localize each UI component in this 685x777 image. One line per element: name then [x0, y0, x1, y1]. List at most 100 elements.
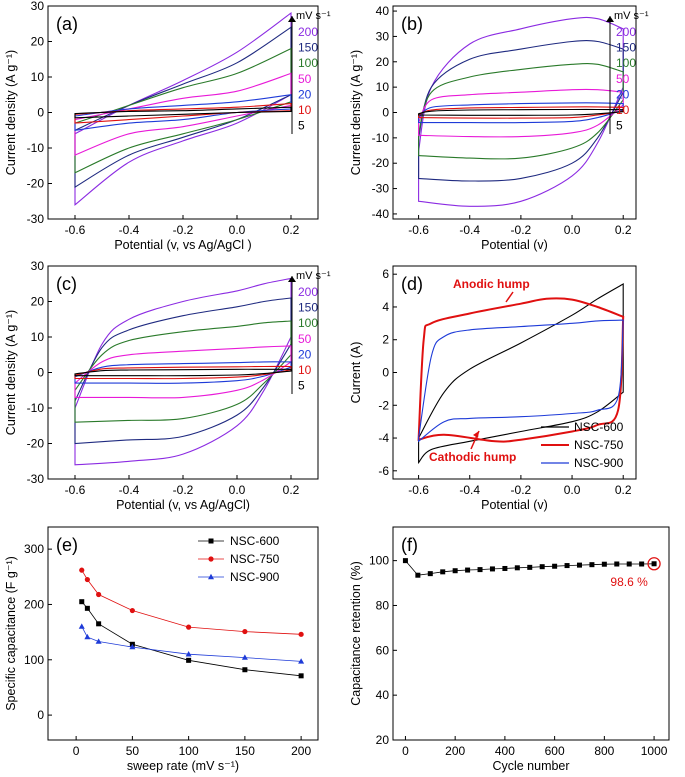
rate-label-10: 10 — [616, 103, 630, 117]
data-point — [242, 667, 248, 673]
x-tick-label: -0.6 — [408, 483, 429, 497]
anodic-hump-label: Anodic hump — [453, 277, 530, 291]
data-point — [440, 569, 446, 575]
rate-label-150: 150 — [298, 41, 318, 55]
y-axis-title: Current density (A g⁻¹) — [4, 50, 18, 175]
data-point — [242, 628, 248, 635]
x-axis-title: Potential (v, vs Ag/AgCl) — [116, 498, 250, 512]
x-tick-label: 100 — [179, 744, 199, 758]
cv-loop-NSC-900 — [418, 319, 624, 443]
rate-label-5: 5 — [298, 379, 305, 393]
rate-unit-label: mV s⁻¹ — [296, 10, 331, 22]
panel-d: -0.6 -0.4 -0.2 0.0 0.2 -6 -4 -2 0 2 4 6 Potential (v… — [349, 265, 637, 512]
cv-loop-150 — [418, 39, 624, 182]
cv-loop-200 — [418, 16, 624, 207]
data-point — [129, 643, 136, 650]
y-tick-label: -20 — [27, 437, 45, 451]
data-point — [96, 591, 102, 598]
cv-loop-20 — [74, 361, 292, 384]
panel-label: (e) — [56, 535, 78, 555]
y-tick-label: 0 — [37, 708, 44, 722]
data-point — [241, 654, 248, 660]
rate-arrow-head — [288, 16, 296, 22]
y-tick-label: 6 — [382, 267, 389, 281]
x-tick-label: 0.2 — [283, 483, 300, 497]
cv-loop-100 — [418, 63, 624, 160]
rate-label-150: 150 — [298, 301, 318, 315]
cv-loop-50 — [418, 88, 624, 138]
legend-label-NSC-900: NSC-900 — [574, 456, 624, 470]
rate-label-100: 100 — [298, 56, 318, 70]
y-tick-label: -40 — [372, 207, 390, 221]
cv-loop-NSC-600 — [418, 283, 624, 464]
plot-area — [74, 277, 292, 466]
rate-label-5: 5 — [298, 119, 305, 133]
legend-marker — [208, 538, 214, 544]
x-tick-label: 200 — [291, 744, 311, 758]
data-point — [552, 563, 558, 569]
data-point — [626, 561, 632, 567]
data-point — [576, 562, 582, 568]
panel-label: (b) — [401, 14, 423, 34]
x-tick-label: -0.4 — [459, 223, 480, 237]
cv-loop-50 — [74, 345, 292, 399]
data-point — [298, 658, 305, 664]
y-tick-label: -10 — [372, 131, 390, 145]
legend-label-NSC-600: NSC-600 — [574, 420, 624, 434]
legend-label-NSC-750: NSC-750 — [574, 438, 624, 452]
data-point — [452, 568, 458, 574]
y-tick-label: 100 — [24, 653, 44, 667]
rate-label-5: 5 — [616, 119, 623, 133]
cv-loop-5 — [74, 368, 292, 377]
y-tick-label: 10 — [376, 80, 390, 94]
cv-loop-10 — [74, 365, 292, 380]
y-axis-title: Capacitance retention (%) — [349, 561, 363, 706]
plot-area — [417, 283, 625, 464]
data-point — [84, 605, 90, 611]
data-point — [79, 567, 85, 573]
y-tick-label: 0 — [382, 366, 389, 380]
data-point — [78, 623, 85, 629]
y-tick-label: 20 — [31, 295, 45, 309]
x-tick-label: -0.4 — [119, 223, 140, 237]
x-tick-label: 0.2 — [615, 483, 632, 497]
panel-a: -0.6 -0.4 -0.2 0.0 0.2 -30 -20 -10 0 10 20 30 Potent… — [4, 0, 331, 252]
y-tick-label: -20 — [27, 177, 45, 191]
plot-area — [418, 16, 624, 207]
y-tick-label: -20 — [372, 156, 390, 170]
data-point — [84, 576, 90, 583]
data-point — [186, 657, 192, 663]
data-point — [402, 558, 408, 564]
x-tick-label: 0.0 — [229, 483, 246, 497]
rate-label-50: 50 — [298, 72, 312, 86]
data-point — [298, 631, 304, 637]
y-tick-label: 20 — [376, 55, 390, 69]
data-point — [465, 567, 471, 573]
cv-loop-5 — [74, 106, 292, 119]
highlight-ring — [647, 557, 661, 571]
plot-area — [402, 558, 657, 578]
y-tick-label: 4 — [382, 300, 389, 314]
data-point — [514, 565, 520, 571]
rate-label-10: 10 — [298, 363, 312, 377]
data-point — [84, 633, 91, 640]
y-tick-label: 0 — [37, 366, 44, 380]
y-tick-label: 10 — [31, 330, 45, 344]
x-axis-title: Potential (v) — [481, 238, 548, 252]
series-line-NSC-600 — [81, 601, 302, 677]
y-tick-label: 30 — [376, 29, 390, 43]
x-tick-label: 600 — [545, 744, 565, 758]
panel-b: -0.6 -0.4 -0.2 0.0 0.2 -40 -30 -20 -10 0 10 20 30 40 P… — [349, 4, 649, 252]
rate-label-20: 20 — [616, 87, 630, 101]
y-tick-label: 0 — [37, 106, 44, 120]
panel-c: -0.6 -0.4 -0.2 0.0 0.2 -30 -20 -10 0 10 20 30 Potent… — [4, 259, 331, 512]
y-tick-label: -2 — [378, 398, 389, 412]
x-tick-label: 150 — [235, 744, 255, 758]
legend-marker — [208, 556, 214, 562]
y-tick-label: 10 — [31, 70, 45, 84]
data-point — [614, 561, 620, 567]
panel-e: 0 50 100 150 200 0 100 200 300 sweep rate (mV s⁻¹… — [4, 526, 319, 773]
x-tick-label: -0.6 — [65, 223, 86, 237]
rate-label-20: 20 — [298, 87, 312, 101]
legend-label-NSC-900: NSC-900 — [230, 570, 280, 584]
